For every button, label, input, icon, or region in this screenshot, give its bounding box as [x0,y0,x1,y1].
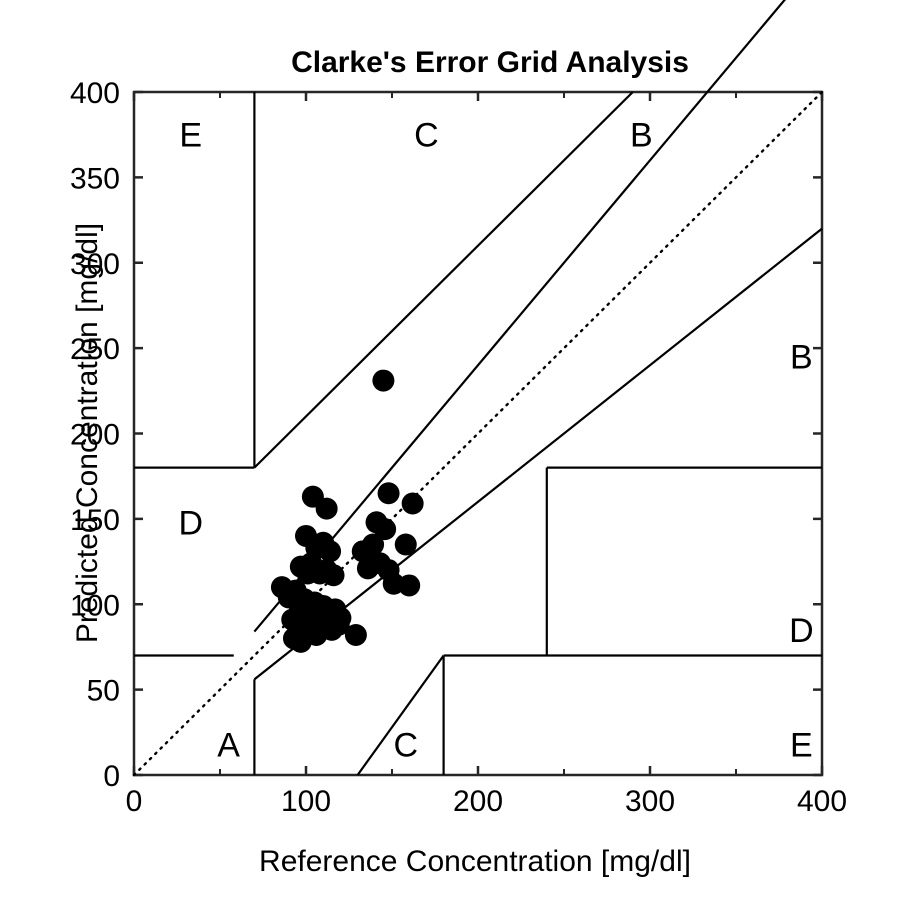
A-upper-diagonal [253,0,786,633]
zone-label-A: A [217,726,240,764]
y-tick-label: 350 [70,162,120,195]
x-tick-label: 300 [625,785,675,818]
plot-box [132,90,824,777]
y-tick-label: 200 [70,419,120,452]
C-upper-diagonal [253,91,634,469]
data-points [270,369,424,653]
y-tick-labels: 0 50 100 150 200 250 300 350 400 [70,77,120,793]
data-point [374,518,397,541]
y-tick-label: 400 [70,77,120,110]
zone-label-E: E [179,117,202,155]
x-tick-labels: 0 100 200 300 400 [126,785,847,818]
y-tick-label: 250 [70,333,120,366]
zone-label-C: C [393,726,418,764]
zone-label-B: B [630,117,653,155]
data-point [401,492,424,515]
y-tick-label: 150 [70,504,120,537]
y-tick-label: 300 [70,248,120,281]
data-point [344,623,367,646]
data-point [377,482,400,505]
data-point [305,623,328,646]
chart-title: Clarke's Error Grid Analysis [291,46,689,79]
data-point [351,540,374,563]
data-point [327,613,350,636]
zone-label-E: E [790,726,813,764]
zone-label-D: D [789,612,814,650]
x-tick-label: 400 [797,785,847,818]
axis-ticks [132,90,824,777]
C-lower-diagonal [356,654,445,776]
zone-label-D: D [178,504,203,542]
zone-label-C: C [414,117,439,155]
y-tick-label: 50 [87,675,120,708]
data-point [319,540,342,563]
zone-label-B: B [790,339,813,377]
zone-boundary-lines [134,0,823,776]
x-tick-label: 0 [126,785,143,818]
y-tick-label: 0 [103,760,120,793]
zone-labels: E C B B D D A C E [178,117,813,765]
data-point [394,533,417,556]
plot-border [132,90,824,777]
data-point [322,564,345,587]
data-point [398,574,421,597]
x-tick-label: 200 [453,785,503,818]
A-lower-diagonal [253,227,823,681]
data-point [315,497,338,520]
data-point [372,369,395,392]
y-tick-label: 100 [70,589,120,622]
x-axis-label: Reference Concentration [mg/dl] [259,845,691,878]
x-tick-label: 100 [281,785,331,818]
